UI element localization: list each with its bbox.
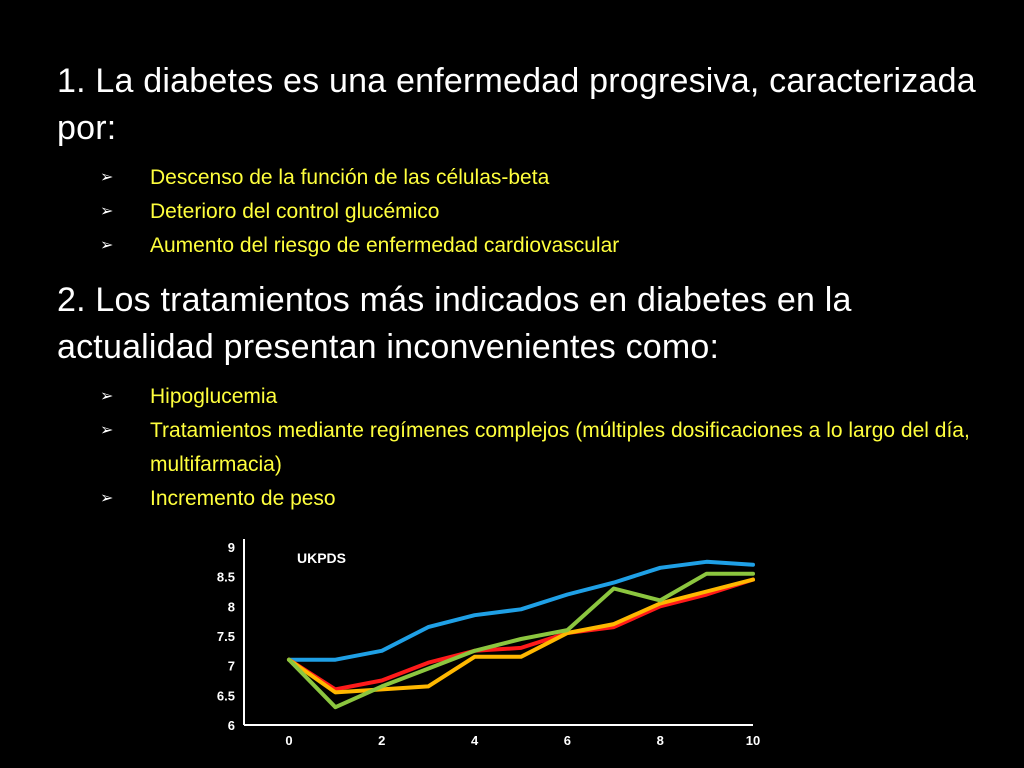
x-tick-label: 8 <box>657 733 664 748</box>
x-tick-label: 4 <box>471 733 479 748</box>
bullet-text: Incremento de peso <box>150 487 336 510</box>
list-item: ➢ Descenso de la función de las células-… <box>0 161 980 195</box>
section-1-bullet-list: ➢ Descenso de la función de las células-… <box>0 161 980 263</box>
series-line-1 <box>287 559 755 662</box>
x-tick-label: 0 <box>285 733 292 748</box>
bullet-text: Deterioro del control glucémico <box>150 200 440 223</box>
arrow-bullet-icon: ➢ <box>100 490 114 507</box>
bullet-text: Aumento del riesgo de enfermedad cardiov… <box>150 234 620 257</box>
y-tick-label: 7.5 <box>217 629 235 644</box>
arrow-bullet-icon: ➢ <box>100 237 114 254</box>
y-tick-label: 7 <box>228 659 235 674</box>
section-2-bullet-list: ➢ Hipoglucemia ➢ Tratamientos mediante r… <box>0 380 980 516</box>
arrow-bullet-icon: ➢ <box>100 169 114 186</box>
x-tick-label: 10 <box>746 733 760 748</box>
section-2-heading: 2. Los tratamientos más indicados en dia… <box>57 281 852 366</box>
ukpds-line-chart: 9 8.5 8 7.5 7 6.5 6 0 2 4 6 8 10 UKPDS <box>217 539 760 748</box>
series-line-3 <box>287 577 755 695</box>
y-tick-label: 6.5 <box>217 688 235 703</box>
x-tick-label: 2 <box>378 733 385 748</box>
list-item: ➢ Tratamientos mediante regímenes comple… <box>0 414 980 482</box>
y-tick-label: 6 <box>228 718 235 733</box>
list-item: ➢ Deterioro del control glucémico <box>0 195 980 229</box>
y-tick-label: 9 <box>228 540 235 555</box>
list-item: ➢ Incremento de peso <box>0 482 980 516</box>
arrow-bullet-icon: ➢ <box>100 203 114 220</box>
series-line-2 <box>287 577 755 692</box>
bullet-text: Descenso de la función de las células-be… <box>150 166 550 189</box>
series-line-4 <box>287 571 755 710</box>
bullet-text: Hipoglucemia <box>150 385 278 408</box>
arrow-bullet-icon: ➢ <box>100 422 114 439</box>
arrow-bullet-icon: ➢ <box>100 388 114 405</box>
list-item: ➢ Hipoglucemia <box>0 380 980 414</box>
chart-title: UKPDS <box>297 550 346 566</box>
x-tick-label: 6 <box>564 733 571 748</box>
y-tick-label: 8 <box>228 599 235 614</box>
list-item: ➢ Aumento del riesgo de enfermedad cardi… <box>0 229 980 263</box>
bullet-text: Tratamientos mediante regímenes complejo… <box>150 419 970 476</box>
y-tick-label: 8.5 <box>217 570 235 585</box>
section-1-heading: 1. La diabetes es una enfermedad progres… <box>57 62 976 147</box>
